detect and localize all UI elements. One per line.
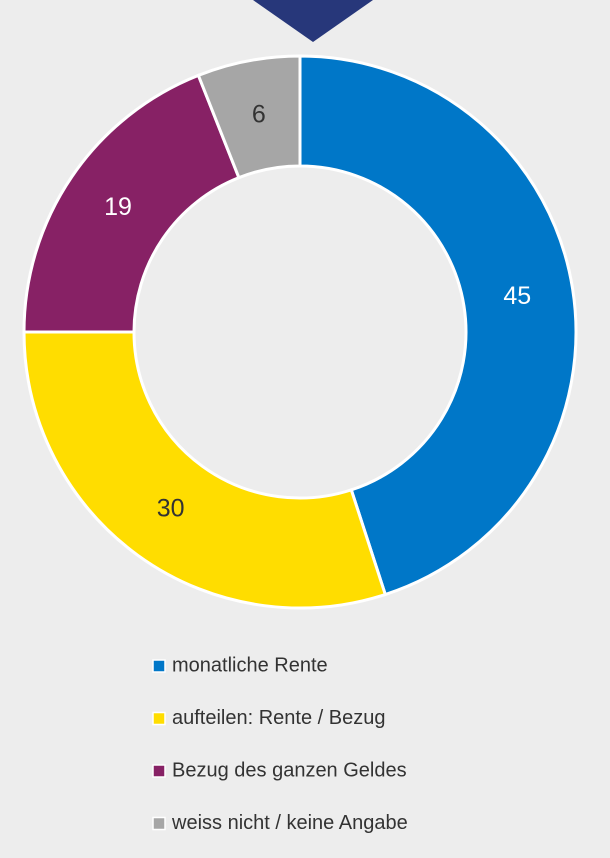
legend-label: Bezug des ganzen Geldes — [172, 759, 407, 781]
legend-swatch — [152, 764, 166, 778]
legend-label: weiss nicht / keine Angabe — [171, 812, 408, 834]
legend-label: monatliche Rente — [172, 654, 328, 676]
data-label: 45 — [503, 282, 531, 310]
data-label: 19 — [104, 193, 132, 221]
data-label: 6 — [252, 101, 266, 129]
legend-swatch — [152, 816, 166, 831]
donut-segment — [298, 54, 578, 597]
pointer-triangle — [253, 0, 373, 42]
legend-swatch — [152, 711, 166, 726]
legend-swatch — [152, 659, 166, 673]
donut-segment — [22, 73, 241, 334]
donut-segment — [22, 330, 388, 610]
legend-label: aufteilen: Rente / Bezug — [172, 707, 385, 729]
donut-segment — [196, 54, 302, 180]
data-label: 30 — [157, 495, 185, 523]
